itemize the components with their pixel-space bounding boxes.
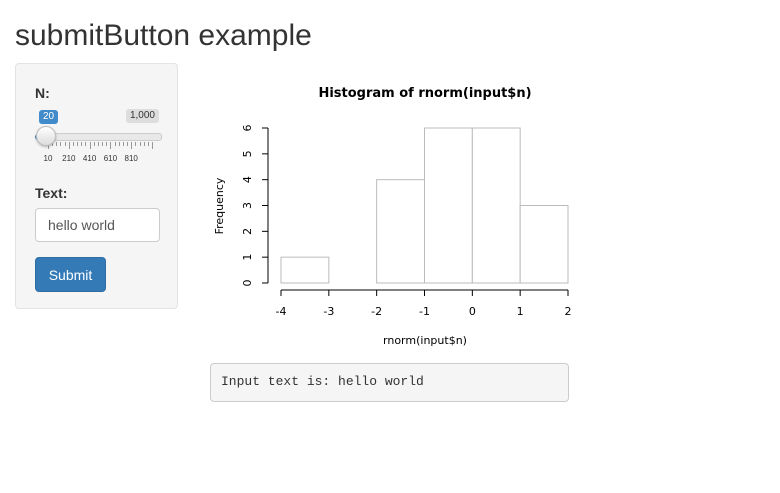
slider-tick bbox=[131, 142, 133, 149]
x-tick-label: 0 bbox=[469, 305, 476, 318]
slider-tick bbox=[64, 142, 66, 146]
slider-tick bbox=[147, 142, 149, 146]
slider-tick bbox=[135, 142, 137, 146]
y-tick-label: 5 bbox=[241, 150, 254, 157]
slider-tick bbox=[81, 142, 83, 146]
slider-min-badge: 20 bbox=[39, 110, 59, 124]
slider-tick bbox=[68, 142, 70, 149]
y-axis-label: Frequency bbox=[213, 177, 226, 234]
slider-tick bbox=[77, 142, 79, 146]
x-tick-label: 1 bbox=[517, 305, 524, 318]
text-input[interactable] bbox=[35, 208, 160, 242]
histogram-plot: Histogram of rnorm(input$n) rnorm(input$… bbox=[213, 86, 572, 347]
slider-tick-label: 810 bbox=[124, 154, 138, 163]
submit-button[interactable]: Submit bbox=[35, 257, 106, 292]
slider-tick bbox=[110, 142, 112, 149]
slider-tick bbox=[152, 142, 153, 149]
slider-tick bbox=[122, 142, 124, 146]
x-tick-label: -3 bbox=[323, 305, 334, 318]
y-tick-label: 1 bbox=[241, 254, 254, 261]
y-tick-label: 6 bbox=[241, 125, 254, 132]
y-tick-label: 3 bbox=[241, 202, 254, 209]
x-tick-label: 2 bbox=[565, 305, 572, 318]
slider-tick bbox=[85, 142, 87, 146]
slider-handle[interactable] bbox=[36, 126, 56, 146]
y-tick-label: 0 bbox=[241, 280, 254, 287]
slider-tick bbox=[97, 142, 99, 146]
page-title: submitButton example bbox=[15, 19, 312, 52]
slider-tick bbox=[89, 142, 91, 149]
slider-tick bbox=[60, 142, 62, 146]
slider-track[interactable] bbox=[39, 133, 162, 141]
x-axis-label: rnorm(input$n) bbox=[383, 334, 467, 347]
y-tick-label: 4 bbox=[241, 176, 254, 183]
histogram-bar bbox=[376, 179, 426, 284]
slider-tick-label: 410 bbox=[82, 154, 97, 163]
y-tick-label: 2 bbox=[241, 228, 254, 235]
slider-tick bbox=[56, 142, 58, 146]
slider-tick bbox=[93, 142, 95, 146]
slider-tick bbox=[143, 142, 145, 146]
text-label: Text: bbox=[35, 185, 68, 201]
slider-tick bbox=[118, 142, 120, 146]
histogram-bar bbox=[519, 205, 569, 284]
x-tick-label: -4 bbox=[276, 305, 287, 318]
slider-tick-label: 210 bbox=[62, 154, 76, 163]
chart-title: Histogram of rnorm(input$n) bbox=[318, 86, 531, 101]
slider-tick bbox=[102, 142, 104, 146]
sidebar-panel: N: 20 1,000 10 210 410 610 810 Text: Submit bbox=[15, 63, 178, 309]
slider-tick-label: 610 bbox=[103, 154, 118, 163]
slider-tick bbox=[127, 142, 129, 146]
x-tick-label: -1 bbox=[419, 305, 430, 318]
slider-tick-label: 10 bbox=[43, 154, 53, 163]
slider-tick bbox=[139, 142, 141, 146]
histogram-bar bbox=[280, 256, 330, 284]
slider-tick bbox=[114, 142, 116, 146]
slider-tick bbox=[72, 142, 74, 146]
histogram-bar bbox=[424, 127, 473, 284]
text-output: Input text is: hello world bbox=[210, 363, 569, 402]
slider-tick bbox=[52, 142, 54, 146]
x-tick-label: -2 bbox=[371, 305, 382, 318]
histogram-bar bbox=[471, 127, 521, 284]
n-label: N: bbox=[35, 85, 50, 101]
slider-tick bbox=[106, 142, 108, 146]
slider-max-badge: 1,000 bbox=[125, 109, 159, 123]
